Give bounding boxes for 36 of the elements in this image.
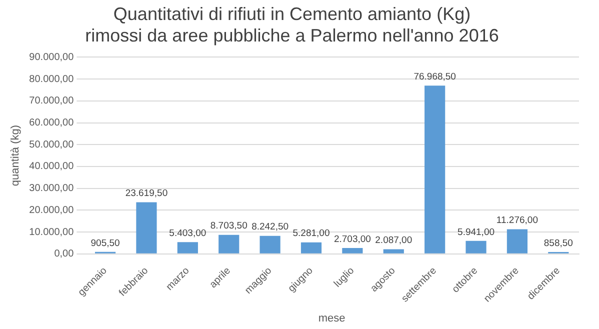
y-tick-label: 10.000,00 — [29, 226, 74, 238]
data-label: 76.968,50 — [414, 72, 456, 83]
bar — [136, 202, 157, 254]
text: rimossi da aree pubbliche a Palermo nell'anno 2016 — [85, 25, 499, 46]
y-tick-label: 0,00 — [54, 248, 74, 260]
bar — [300, 242, 322, 254]
bar — [424, 86, 446, 254]
y-tick-label: 30.000,00 — [29, 183, 74, 194]
y-tick-label: 60.000,00 — [29, 118, 74, 129]
text: Quantitativi di rifiuti in Cemento amianto (Kg) — [113, 4, 471, 24]
bar — [260, 236, 280, 254]
bar — [383, 249, 404, 254]
data-label: 8.242,50 — [252, 222, 289, 233]
data-label: 2.087,00 — [375, 235, 412, 246]
y-tick-label: 90.000,00 — [29, 52, 74, 63]
bar — [342, 248, 363, 254]
data-label: 5.281,00 — [292, 228, 330, 240]
data-label: 2.703,00 — [334, 234, 371, 245]
data-label: 5.941,00 — [458, 226, 495, 238]
y-tick-label: 70.000,00 — [29, 96, 74, 107]
data-label: 23.619,50 — [125, 188, 168, 200]
y-axis-title: quantità (kg) — [10, 124, 22, 186]
data-label: 5.403,00 — [169, 228, 206, 239]
data-label: 858,50 — [544, 238, 573, 249]
bar — [466, 240, 486, 254]
y-tick-label: 80.000,00 — [29, 74, 74, 85]
bar — [177, 242, 198, 254]
bar — [218, 234, 240, 254]
data-label: 905,50 — [90, 238, 120, 249]
y-tick-label: 50.000,00 — [29, 139, 74, 150]
bar — [506, 229, 528, 254]
y-tick-label: 40.000,00 — [29, 161, 74, 172]
x-axis-title: mese — [318, 312, 346, 324]
data-label: 11.276,00 — [496, 215, 538, 226]
data-label: 8.703,50 — [210, 220, 248, 232]
y-tick-label: 20.000,00 — [29, 204, 74, 216]
